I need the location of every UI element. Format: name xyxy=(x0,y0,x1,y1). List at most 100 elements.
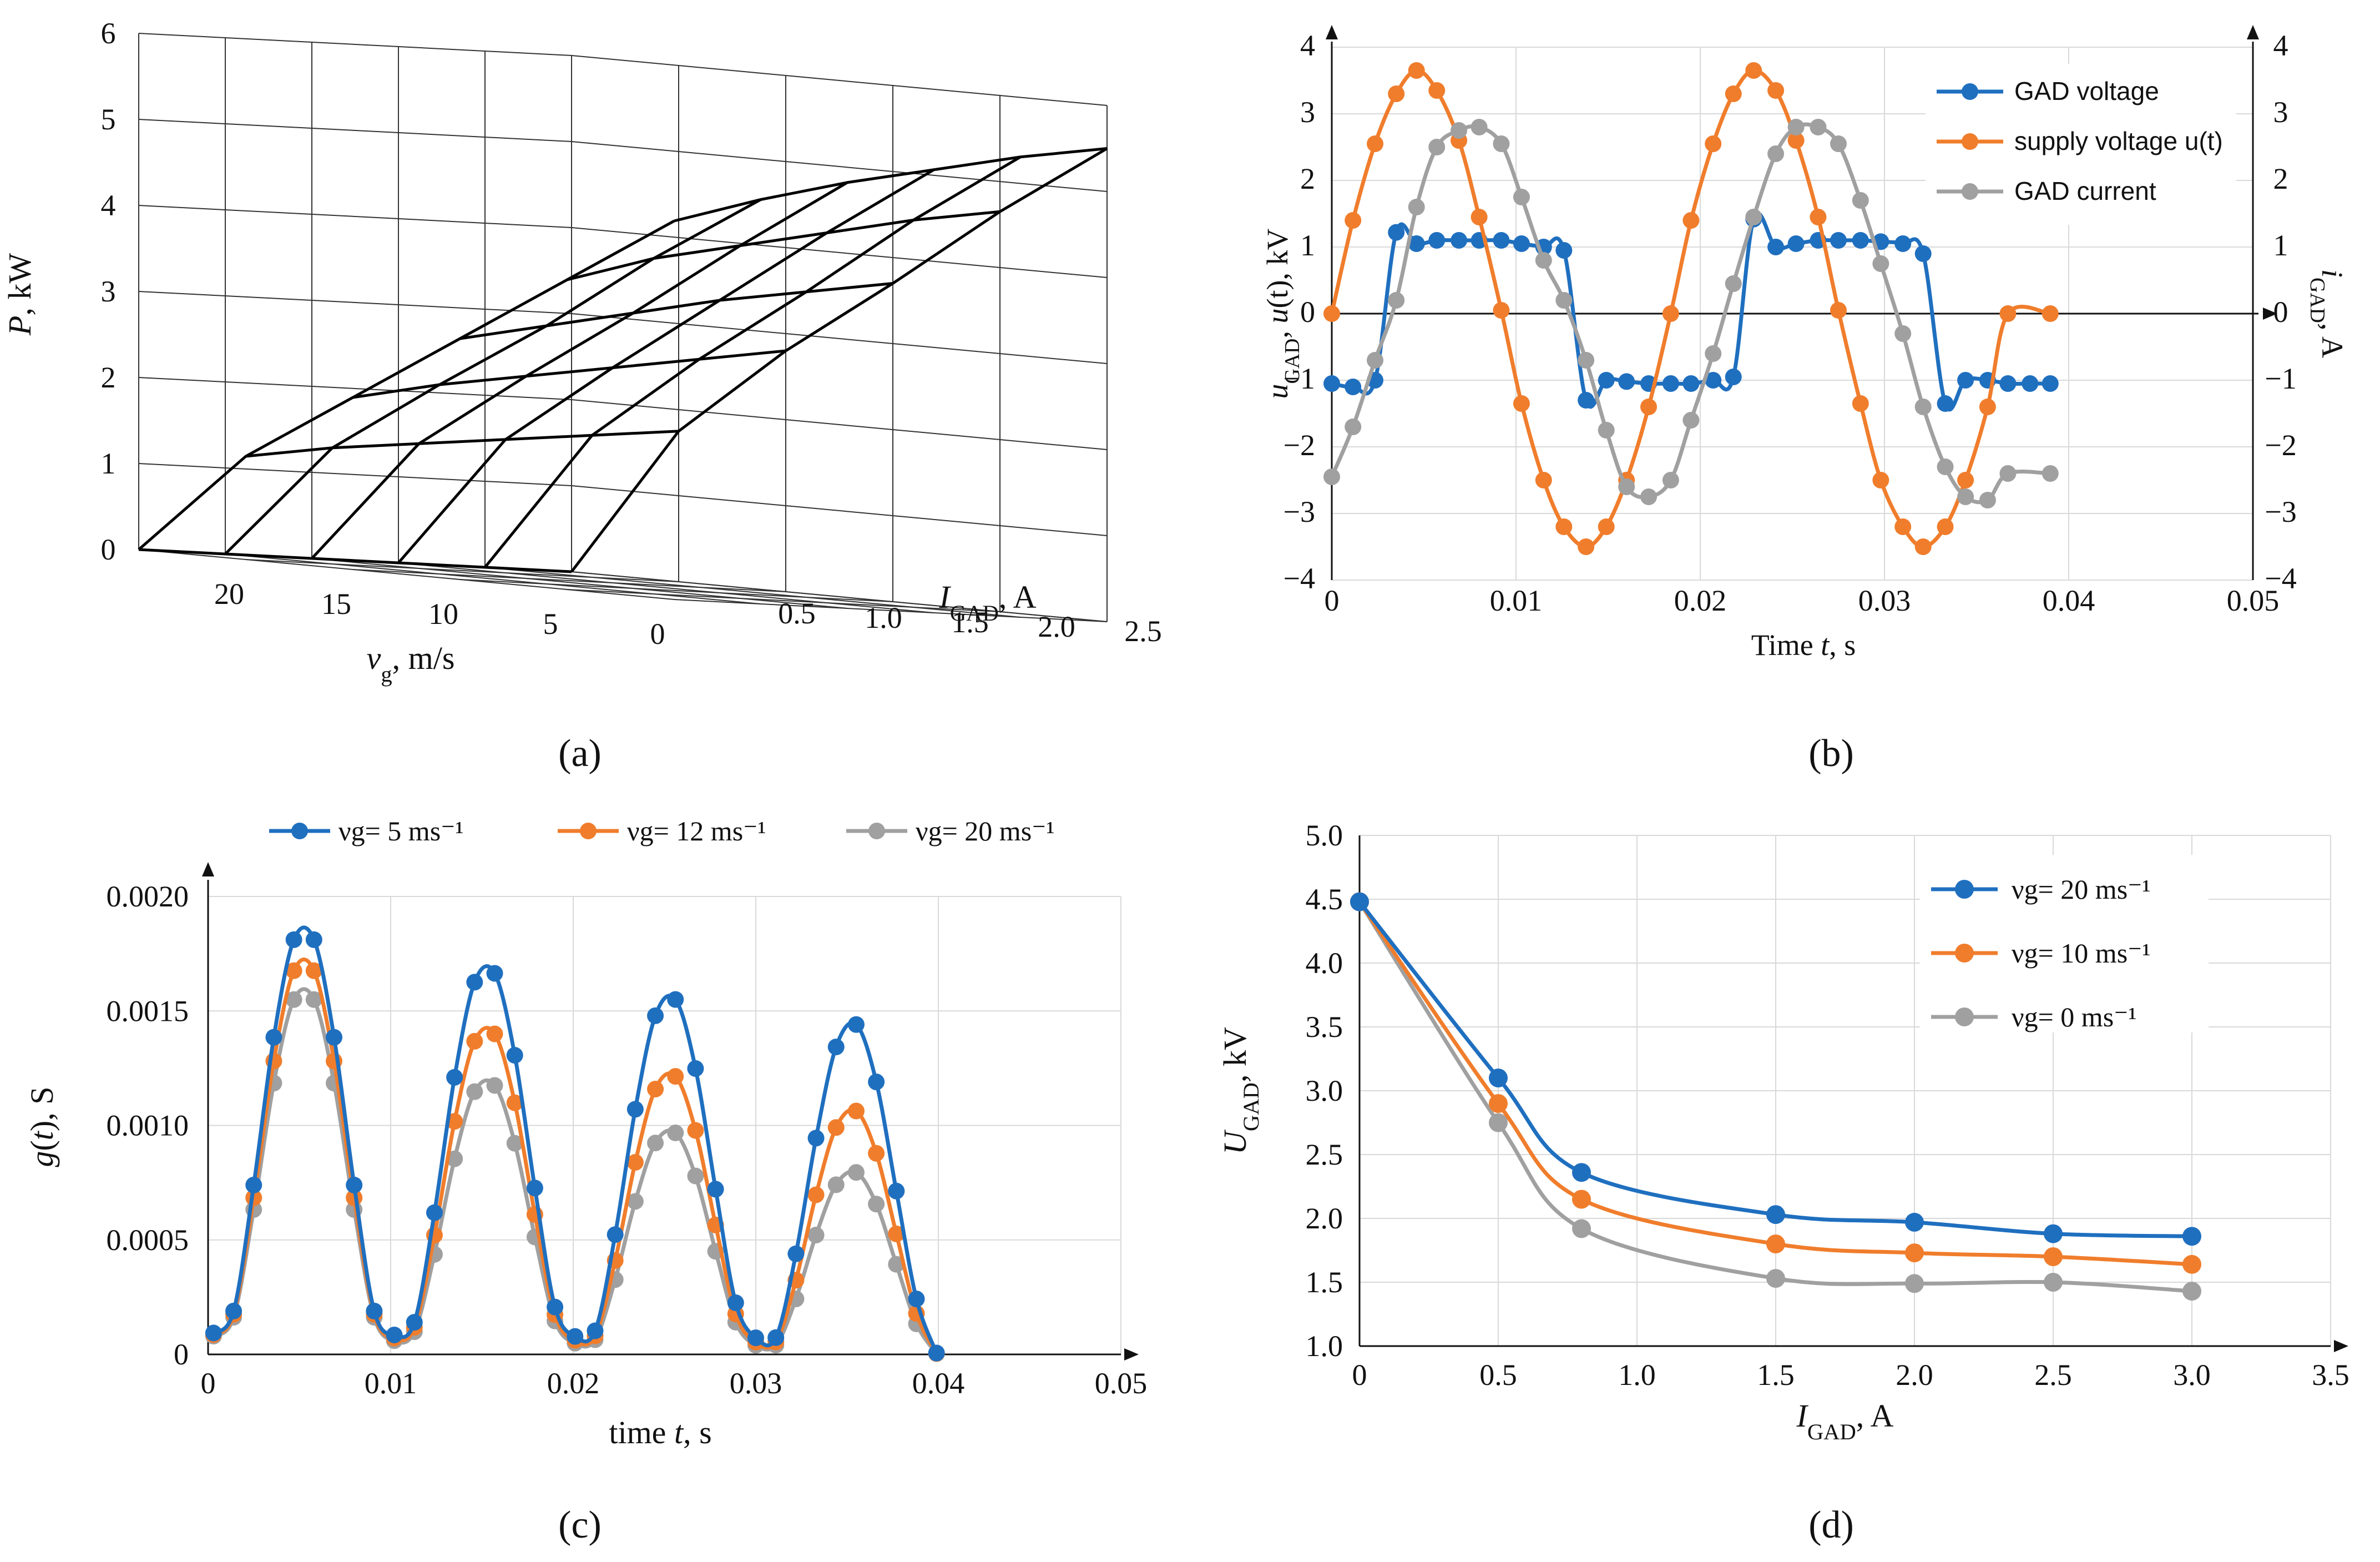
b-data-point xyxy=(1493,135,1510,152)
c-data-point xyxy=(547,1298,564,1316)
a-gridline-floor xyxy=(352,569,786,592)
d-legend: νg= 20 ms⁻¹ νg= 10 ms⁻¹ νg= 0 ms⁻¹ xyxy=(1920,855,2209,1032)
b-y2-tick: 0 xyxy=(2273,295,2288,329)
c-data-point xyxy=(888,1256,905,1273)
b-data-point xyxy=(1999,305,2017,322)
b-data-point xyxy=(1598,372,1615,389)
a-y-tick: 1.5 xyxy=(951,606,989,639)
c-data-point xyxy=(908,1291,925,1308)
b-y-tick: 2 xyxy=(1300,162,1315,195)
c-x-tick: 0.01 xyxy=(365,1367,417,1400)
d-data-point xyxy=(1572,1163,1591,1182)
b-data-point xyxy=(1682,375,1700,392)
d-legend-label: νg= 10 ms⁻¹ xyxy=(2012,938,2151,969)
d-data-point xyxy=(1572,1190,1591,1209)
b-y2-tick: 4 xyxy=(2273,29,2288,62)
c-data-point xyxy=(587,1322,604,1339)
c-data-point xyxy=(305,962,322,979)
a-z-tick: 3 xyxy=(101,275,116,308)
panel-b-voltage-current-chart: 0 0.01 0.02 0.03 0.04 0.0543210−1−2−3−443210−… xyxy=(1261,25,2349,662)
a-gridline-floor xyxy=(225,553,761,604)
b-data-point xyxy=(1388,85,1405,102)
d-data-point xyxy=(2182,1282,2201,1301)
c-data-point xyxy=(807,1227,825,1244)
b-data-point xyxy=(1598,518,1615,535)
b-y-label: uGAD, u(t), kV xyxy=(1261,229,1304,399)
b-data-point xyxy=(1578,538,1595,555)
b-data-point xyxy=(1662,472,1679,488)
b-data-point xyxy=(1618,373,1635,390)
b-legend: GAD voltage supply voltage u(t) GAD curren… xyxy=(1926,64,2236,225)
a-surface xyxy=(138,147,1108,573)
c-data-point xyxy=(667,1068,684,1085)
b-data-point xyxy=(1513,235,1530,252)
b-data-point xyxy=(1513,395,1530,412)
b-data-point xyxy=(1535,472,1552,488)
d-legend-label: νg= 0 ms⁻¹ xyxy=(2012,1001,2137,1032)
c-data-point xyxy=(466,974,483,991)
a-gridline-floor xyxy=(459,579,893,602)
c-data-point xyxy=(285,931,302,948)
b-data-point xyxy=(1937,518,1954,535)
c-y-tick: 0 xyxy=(174,1338,189,1371)
b-y-tick: −4 xyxy=(1284,562,1315,595)
a-x-tick: 20 xyxy=(214,577,244,611)
surface-line-current xyxy=(484,155,1022,568)
c-legend: νg= 5 ms⁻¹ νg= 12 ms⁻¹ νg= 20 ms⁻¹ xyxy=(269,815,1055,846)
b-legend-marker xyxy=(1962,183,1978,200)
b-data-point xyxy=(1323,468,1340,485)
b-data-point xyxy=(1555,518,1573,535)
surface-line-current xyxy=(570,147,1108,573)
d-data-point xyxy=(2044,1247,2063,1266)
panel-caption: (a) xyxy=(558,732,602,775)
b-data-point xyxy=(1957,372,1974,389)
d-y-tick: 1.0 xyxy=(1306,1329,1343,1363)
b-data-point xyxy=(1767,145,1785,162)
d-data-point xyxy=(1766,1205,1785,1225)
d-legend-marker xyxy=(1955,1007,1974,1026)
b-data-point xyxy=(1578,352,1595,369)
c-data-point xyxy=(426,1204,443,1221)
d-data-point xyxy=(2182,1227,2201,1246)
b-data-point xyxy=(1745,62,1762,79)
a-x-tick: 15 xyxy=(321,587,351,621)
c-x-tick: 0.05 xyxy=(1095,1367,1148,1400)
a-x-tick: 0 xyxy=(650,617,665,651)
d-legend-label: νg= 20 ms⁻¹ xyxy=(2012,874,2151,905)
d-legend-marker xyxy=(1955,880,1974,899)
c-data-point xyxy=(225,1302,242,1319)
b-data-point xyxy=(1979,492,1996,508)
d-series-1 xyxy=(1350,892,2201,1274)
b-y-tick: 3 xyxy=(1300,95,1315,129)
c-y-tick: 0.0015 xyxy=(107,994,189,1027)
b-x-label: Time t, s xyxy=(1751,628,1856,662)
d-data-point xyxy=(2044,1224,2063,1243)
a-z-tick: 0 xyxy=(101,533,116,566)
c-data-point xyxy=(265,1029,282,1046)
b-data-point xyxy=(1914,399,1932,415)
c-x-tick: 0.02 xyxy=(547,1367,600,1400)
b-data-point xyxy=(1408,235,1425,252)
c-data-point xyxy=(305,991,322,1008)
d-axes xyxy=(1358,835,2331,1347)
a-y-label: IGAD, A xyxy=(939,579,1037,626)
b-data-point xyxy=(1323,305,1340,322)
b-data-point xyxy=(1578,392,1595,409)
c-data-point xyxy=(526,1180,543,1197)
d-data-point xyxy=(1350,892,1369,911)
d-data-point xyxy=(1766,1269,1785,1288)
b-data-point xyxy=(1408,62,1425,79)
surface-line-current xyxy=(311,181,848,560)
b-data-point xyxy=(1598,422,1615,439)
b-data-point xyxy=(1555,242,1573,259)
c-data-point xyxy=(868,1145,885,1162)
d-data-point xyxy=(1905,1212,1924,1232)
b-data-point xyxy=(1787,235,1805,252)
b-data-point xyxy=(1640,399,1658,415)
b-y2-tick: 3 xyxy=(2273,95,2288,129)
b-data-point xyxy=(1852,192,1869,209)
b-data-point xyxy=(1872,472,1889,488)
d-data-point xyxy=(1489,1069,1508,1087)
b-y-tick: −3 xyxy=(1284,495,1315,528)
b-y2-label: iGAD, A xyxy=(2306,269,2349,358)
